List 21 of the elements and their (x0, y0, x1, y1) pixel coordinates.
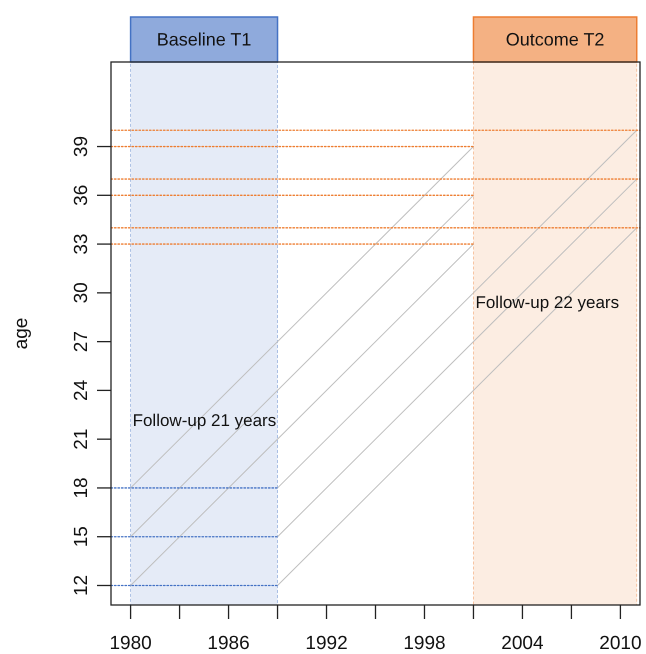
y-tick-label: 15 (71, 526, 92, 548)
x-tick-label: 2010 (599, 633, 642, 654)
y-tick-label: 18 (71, 477, 92, 499)
y-tick-label: 36 (71, 184, 92, 206)
y-axis-title: age (11, 318, 32, 350)
x-tick-label: 2004 (501, 633, 544, 654)
y-tick-label: 12 (71, 574, 92, 596)
x-tick-label: 1992 (305, 633, 348, 654)
y-tick-label: 33 (71, 234, 92, 255)
x-tick-label: 1980 (109, 633, 152, 654)
annotation: Follow-up 22 years (475, 293, 620, 312)
y-tick-label: 24 (71, 379, 92, 401)
band-label: Outcome T2 (506, 30, 604, 50)
band-label: Baseline T1 (156, 30, 252, 50)
x-tick-label: 1986 (207, 633, 250, 654)
y-tick-label: 21 (71, 428, 92, 450)
annotation: Follow-up 21 years (132, 411, 276, 430)
y-tick-label: 27 (71, 331, 92, 352)
y-tick-label: 30 (71, 282, 92, 304)
y-tick-label: 39 (71, 136, 92, 158)
x-tick-label: 1998 (403, 633, 446, 654)
